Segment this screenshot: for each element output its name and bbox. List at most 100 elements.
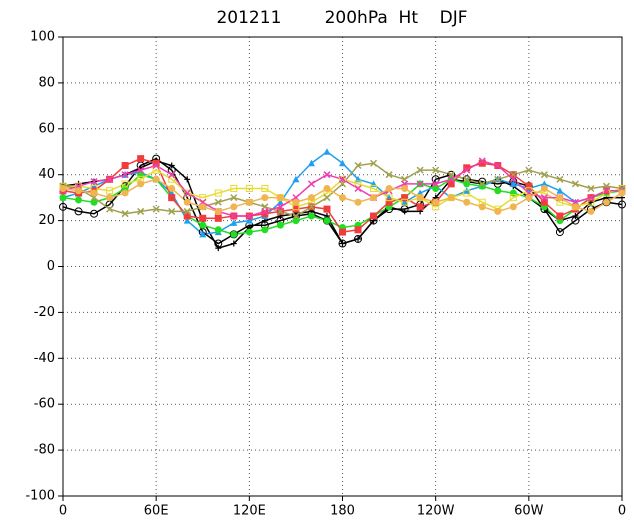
marker-shape [354,180,362,188]
marker [463,180,471,188]
marker-shape [432,184,440,192]
marker [354,180,362,188]
marker [230,184,238,192]
marker [463,198,471,206]
marker [478,159,486,167]
marker [214,189,222,197]
marker-shape [571,216,580,225]
marker [90,209,99,218]
marker [183,212,191,220]
marker [90,178,98,186]
marker [339,175,346,183]
marker-shape [59,202,67,211]
marker-shape [323,171,331,179]
marker [168,207,176,215]
marker-shape [168,162,175,169]
marker [276,221,284,229]
marker-shape [215,245,222,252]
marker [307,180,315,188]
marker-shape [323,194,331,202]
marker [137,180,145,188]
marker [556,187,564,194]
marker-shape [261,184,269,192]
marker-shape [167,166,176,175]
marker [214,239,223,248]
marker-shape [323,205,331,213]
marker [370,212,378,220]
marker [494,161,502,170]
marker-shape [75,196,83,204]
marker [463,166,471,174]
marker [199,221,207,229]
marker [261,194,269,202]
marker [292,217,300,225]
plot-frame [62,36,623,497]
marker-shape [432,166,440,174]
marker [245,228,253,236]
marker-shape [463,175,471,183]
marker-shape [370,212,378,220]
marker-shape [90,189,98,197]
marker-shape [168,184,176,192]
marker [478,182,486,190]
marker [168,171,176,179]
marker-shape [525,194,533,202]
marker [323,184,331,192]
marker-shape [339,159,346,167]
marker [401,208,408,215]
marker [385,171,393,179]
marker-shape [245,212,253,220]
marker [121,180,129,188]
marker-shape [416,180,424,188]
marker-shape [276,194,284,202]
marker [323,194,331,202]
marker-shape [137,207,145,215]
marker-shape [106,175,114,183]
marker-shape [307,212,315,220]
marker [137,207,145,215]
marker [556,194,564,202]
marker [478,180,486,188]
marker [571,180,579,188]
marker [230,240,237,247]
marker [525,194,533,202]
marker-shape [183,189,191,197]
marker-shape [121,162,129,170]
marker-shape [509,175,517,183]
marker-shape [540,180,548,187]
marker [199,230,207,238]
marker [106,187,114,195]
marker-shape [478,159,486,167]
marker [385,184,393,192]
marker [478,157,486,165]
marker-shape [323,148,331,155]
marker-shape [463,198,471,206]
marker [463,189,471,197]
marker-shape [509,194,517,202]
marker [338,239,347,248]
y-tick-label: -60 [34,397,55,412]
y-tick-label: 40 [38,167,55,182]
marker-shape [230,240,237,247]
marker-shape [525,166,533,174]
marker [276,198,284,206]
marker [354,184,362,193]
marker-shape [307,180,315,188]
marker [556,212,564,220]
marker [556,175,564,183]
x-tick-label: 60W [514,504,544,519]
marker-shape [230,219,238,226]
marker-shape [75,187,83,195]
marker-shape [447,175,455,183]
marker-shape [307,159,315,167]
marker [184,176,191,183]
marker-shape [292,198,300,206]
marker-shape [292,205,300,213]
marker-shape [292,175,300,183]
y-tick-label: 0 [47,259,55,274]
marker-shape [292,217,300,225]
marker-shape [168,171,176,179]
marker [152,175,160,183]
marker-shape [555,228,564,237]
